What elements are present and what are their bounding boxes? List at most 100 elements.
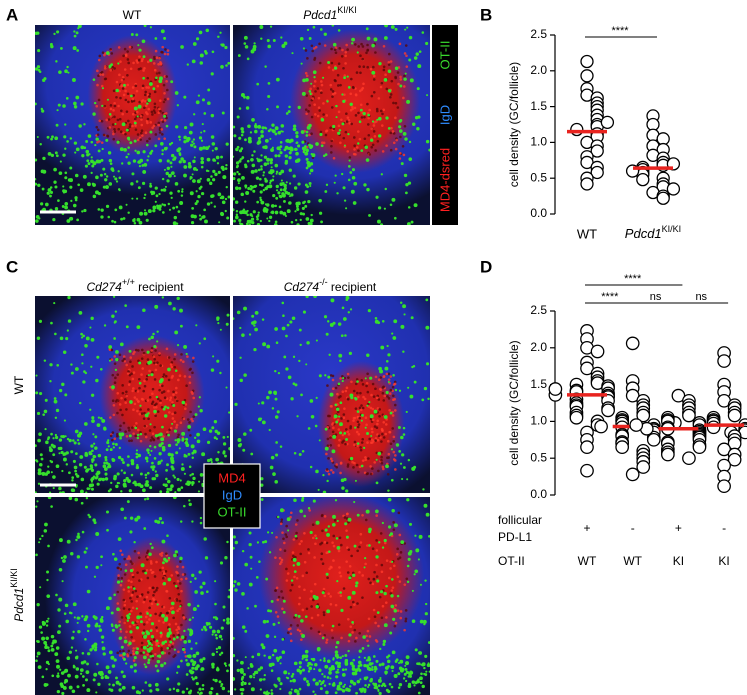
green-cell: [63, 458, 67, 462]
red-cell: [306, 74, 309, 77]
green-cell: [366, 188, 369, 191]
green-cell: [174, 491, 176, 493]
red-cell: [334, 80, 337, 83]
green-cell: [211, 461, 213, 463]
green-cell: [226, 541, 228, 543]
green-cell: [394, 523, 398, 527]
red-cell: [144, 94, 147, 97]
green-cell: [85, 618, 87, 620]
red-cell: [162, 566, 165, 569]
green-cell: [324, 190, 327, 193]
green-cell: [425, 326, 429, 330]
green-cell: [270, 148, 274, 152]
green-cell: [105, 185, 109, 189]
red-cell: [101, 85, 104, 88]
green-cell: [283, 611, 286, 614]
green-cell: [217, 431, 221, 435]
green-cell: [177, 190, 180, 193]
green-cell: [138, 454, 142, 458]
red-cell: [162, 120, 165, 123]
green-cell: [369, 377, 372, 380]
green-cell: [203, 337, 206, 340]
green-cell: [137, 44, 139, 46]
red-cell: [188, 421, 191, 424]
red-cell: [113, 130, 116, 133]
red-cell: [157, 410, 160, 413]
green-cell: [186, 662, 190, 666]
green-cell: [237, 582, 241, 586]
red-cell: [384, 73, 387, 76]
green-cell: [266, 634, 270, 638]
green-cell: [47, 438, 49, 440]
green-cell: [380, 223, 383, 226]
green-cell: [246, 222, 249, 225]
green-cell: [335, 661, 338, 664]
row-value: WT: [578, 554, 597, 568]
red-cell: [186, 355, 189, 358]
green-cell: [191, 177, 193, 179]
red-cell: [166, 348, 169, 351]
green-cell: [300, 37, 304, 41]
data-point: [595, 420, 607, 432]
red-cell: [321, 84, 324, 87]
green-cell: [198, 490, 200, 492]
legend-text: OT-II: [218, 504, 247, 519]
green-cell: [93, 673, 97, 677]
green-cell: [244, 165, 247, 168]
green-cell: [55, 434, 57, 436]
green-cell: [235, 201, 238, 204]
green-cell: [260, 190, 263, 193]
red-cell: [343, 413, 346, 416]
green-cell: [163, 582, 166, 585]
red-cell: [347, 376, 350, 379]
red-cell: [166, 431, 169, 434]
red-cell: [122, 76, 125, 79]
red-cell: [123, 422, 126, 425]
green-cell: [272, 407, 274, 409]
red-cell: [135, 85, 138, 88]
red-cell: [177, 379, 180, 382]
green-cell: [238, 137, 241, 140]
green-cell: [46, 624, 48, 626]
green-cell: [403, 466, 406, 469]
red-cell: [124, 636, 127, 639]
red-cell: [101, 71, 104, 74]
red-cell: [399, 617, 402, 620]
red-cell: [146, 569, 149, 572]
green-cell: [75, 675, 79, 679]
red-cell: [131, 390, 134, 393]
green-cell: [164, 617, 168, 621]
green-cell: [331, 449, 335, 453]
green-cell: [296, 562, 300, 566]
red-cell: [114, 362, 117, 365]
red-cell: [393, 528, 396, 531]
green-cell: [398, 426, 401, 429]
red-cell: [137, 552, 140, 555]
green-cell: [298, 615, 301, 618]
channel-label: MD4-dsred: [437, 148, 452, 212]
green-cell: [362, 647, 365, 650]
green-cell: [251, 170, 255, 174]
green-cell: [206, 624, 208, 626]
red-cell: [123, 355, 126, 358]
green-cell: [192, 617, 194, 619]
green-cell: [104, 467, 108, 471]
green-cell: [136, 449, 138, 451]
green-cell: [295, 152, 299, 156]
red-cell: [346, 513, 349, 516]
green-cell: [257, 541, 259, 543]
red-cell: [158, 620, 161, 623]
green-cell: [279, 182, 283, 186]
green-cell: [134, 140, 137, 143]
green-cell: [174, 476, 176, 478]
red-cell: [384, 542, 387, 545]
green-cell: [368, 214, 371, 217]
green-cell: [253, 676, 255, 678]
green-cell: [107, 216, 110, 219]
green-cell: [270, 689, 272, 691]
green-cell: [157, 660, 161, 664]
red-cell: [380, 532, 383, 535]
red-cell: [121, 577, 124, 580]
green-cell: [225, 64, 228, 67]
green-cell: [128, 642, 131, 645]
